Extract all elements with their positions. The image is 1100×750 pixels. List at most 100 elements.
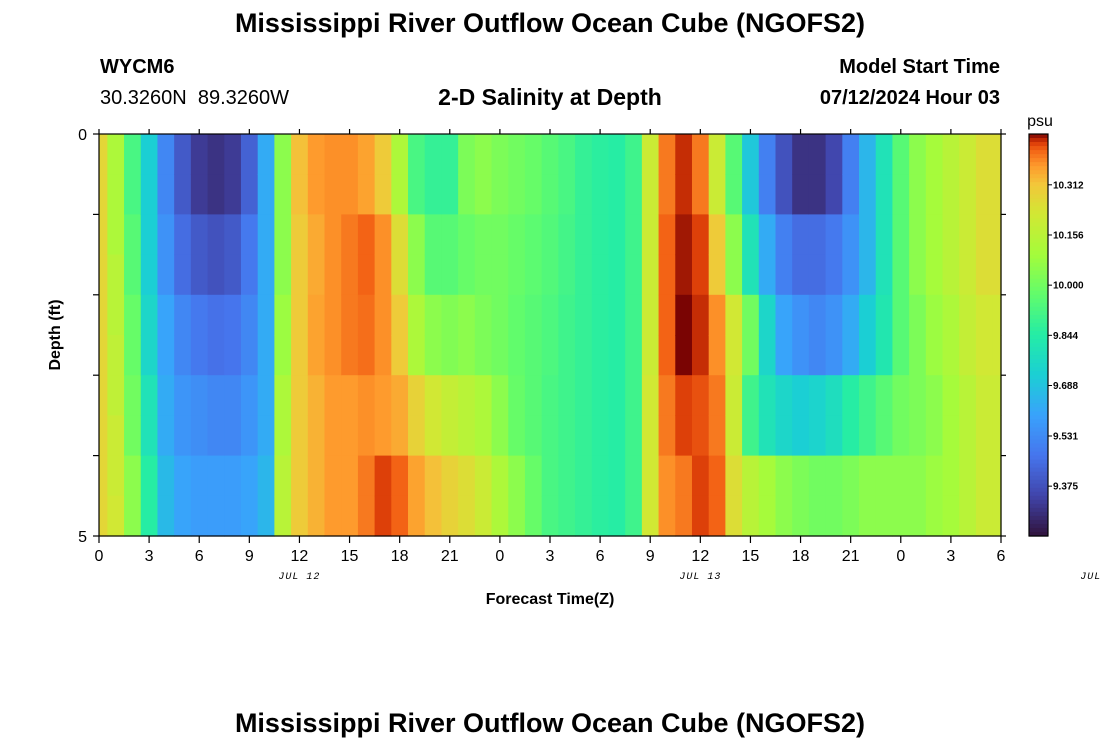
heatmap-cell	[140, 455, 159, 497]
heatmap-cell	[508, 174, 526, 215]
heatmap-cell	[491, 415, 509, 457]
heatmap-cell	[207, 375, 225, 416]
heatmap-cell	[742, 455, 760, 497]
heatmap-cell	[808, 254, 827, 296]
heatmap-cell	[992, 495, 1002, 537]
heatmap-cell	[124, 254, 142, 296]
heatmap-cell	[992, 254, 1002, 296]
heatmap-cell	[524, 134, 543, 175]
heatmap-cell	[959, 415, 977, 457]
heatmap-cell	[257, 134, 275, 175]
heatmap-cell	[99, 335, 108, 376]
heatmap-cell	[458, 294, 476, 336]
heatmap-cell	[307, 375, 326, 416]
colorbar-swatch	[1029, 306, 1048, 312]
heatmap-cell	[224, 174, 242, 215]
colorbar-swatch	[1029, 238, 1048, 244]
heatmap-cell	[758, 174, 777, 215]
heatmap-cell	[257, 455, 275, 497]
heatmap-cell	[825, 174, 843, 215]
heatmap-cell	[124, 495, 142, 537]
heatmap-cell	[775, 495, 793, 537]
heatmap-cell	[925, 134, 944, 175]
colorbar-swatch	[1029, 347, 1048, 352]
heatmap-cell	[458, 495, 476, 537]
heatmap-cell	[842, 455, 860, 497]
heatmap-cell	[825, 254, 843, 296]
heatmap-cell	[675, 214, 693, 256]
heatmap-cell	[341, 174, 359, 215]
heatmap-cell	[491, 335, 509, 376]
y-tick-label: 5	[78, 529, 87, 546]
heatmap-cell	[274, 214, 292, 256]
heatmap-cell	[107, 455, 125, 497]
heatmap-cell	[641, 415, 660, 457]
heatmap-cell	[240, 134, 259, 175]
heatmap-cell	[775, 294, 793, 336]
heatmap-cell	[374, 134, 392, 175]
heatmap-cell	[591, 134, 610, 175]
heatmap-cell	[257, 415, 275, 457]
colorbar-swatch	[1029, 214, 1048, 220]
heatmap-cell	[224, 495, 242, 537]
colorbar-swatch	[1029, 330, 1048, 336]
heatmap-cell	[975, 375, 994, 416]
heatmap-cell	[842, 134, 860, 175]
heatmap-cell	[441, 455, 459, 497]
heatmap-cell	[859, 455, 877, 497]
heatmap-cell	[240, 495, 259, 537]
heatmap-cell	[274, 294, 292, 336]
heatmap-cell	[124, 294, 142, 336]
heatmap-cell	[925, 415, 944, 457]
heatmap-cell	[742, 415, 760, 457]
heatmap-cell	[274, 174, 292, 215]
heatmap-cell	[291, 335, 309, 376]
heatmap-cell	[458, 254, 476, 296]
x-tick-label: 15	[341, 548, 359, 565]
heatmap-cell	[174, 294, 192, 336]
x-tick-label: 6	[195, 548, 204, 565]
heatmap-cell	[625, 495, 643, 537]
heatmap-cell	[274, 415, 292, 457]
heatmap-cell	[391, 335, 409, 376]
heatmap-cell	[641, 134, 660, 175]
heatmap-cell	[107, 214, 125, 256]
heatmap-cell	[641, 455, 660, 497]
heatmap-cell	[341, 495, 359, 537]
colorbar-swatch	[1029, 142, 1048, 147]
colorbar-swatch	[1029, 202, 1048, 207]
heatmap-cell	[675, 415, 693, 457]
x-date-label: JUL 13	[679, 572, 721, 583]
heatmap-cell	[374, 455, 392, 497]
x-tick-label: 3	[145, 548, 154, 565]
heatmap-cell	[892, 375, 910, 416]
heatmap-cell	[157, 134, 175, 175]
colorbar-swatch	[1029, 138, 1048, 143]
heatmap-cell	[541, 495, 559, 537]
heatmap-cell	[324, 254, 342, 296]
heatmap-cell	[524, 375, 543, 416]
colorbar-swatch	[1029, 254, 1048, 260]
colorbar-swatch	[1029, 258, 1048, 264]
heatmap-cell	[959, 455, 977, 497]
heatmap-cell	[708, 134, 726, 175]
heatmap-cell	[474, 134, 493, 175]
heatmap-cell	[274, 375, 292, 416]
heatmap-cell	[441, 214, 459, 256]
heatmap-cell	[341, 375, 359, 416]
heatmap-cell	[458, 214, 476, 256]
heatmap-cell	[708, 294, 726, 336]
heatmap-cell	[925, 335, 944, 376]
heatmap-cell	[408, 174, 426, 215]
colorbar-swatch	[1029, 363, 1048, 368]
colorbar-swatch	[1029, 162, 1048, 167]
colorbar-swatch	[1029, 443, 1048, 449]
x-tick-label: 9	[646, 548, 655, 565]
heatmap-cell	[875, 134, 894, 175]
colorbar-swatch	[1029, 527, 1048, 533]
heatmap-cell	[808, 495, 827, 537]
colorbar-swatch	[1029, 431, 1048, 437]
heatmap-cell	[859, 254, 877, 296]
heatmap-cell	[975, 415, 994, 457]
